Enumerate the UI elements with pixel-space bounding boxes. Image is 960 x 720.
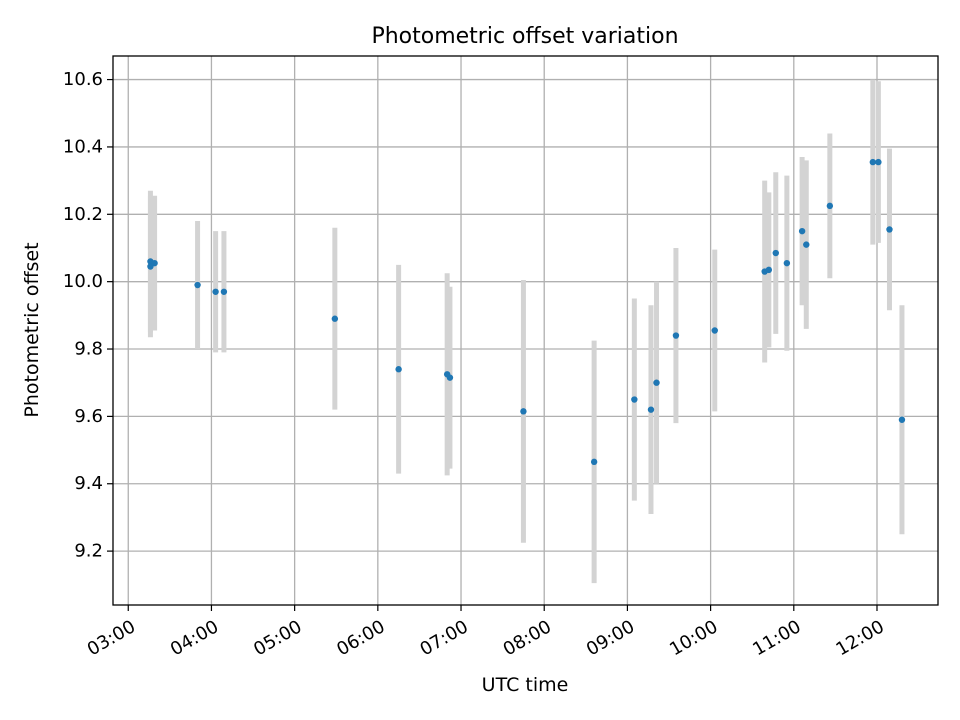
data-point: [520, 408, 527, 415]
data-point: [653, 379, 660, 386]
chart-title: Photometric offset variation: [371, 24, 678, 49]
data-point: [886, 226, 893, 233]
y-tick-label: 9.2: [74, 541, 103, 562]
data-point: [446, 374, 454, 381]
data-point: [798, 227, 806, 235]
y-axis-ticks: 9.2 9.4 9.6 9.8 10.0 10.2 10.4 10.6: [63, 69, 113, 562]
data-point: [647, 406, 655, 413]
data-point: [331, 315, 339, 322]
data-point: [194, 281, 201, 289]
data-point: [672, 332, 680, 339]
data-point: [783, 259, 791, 267]
data-point: [151, 259, 158, 267]
data-point: [212, 288, 219, 295]
data-point: [395, 366, 402, 373]
data-point: [590, 458, 598, 466]
y-tick-label: 10.0: [63, 271, 103, 292]
y-tick-label: 10.4: [63, 136, 103, 157]
data-point: [631, 396, 638, 403]
data-point: [220, 288, 228, 295]
data-point: [772, 249, 779, 257]
y-axis-label: Photometric offset: [21, 242, 43, 417]
data-point: [765, 266, 773, 274]
data-point: [898, 416, 906, 423]
y-tick-label: 10.6: [63, 69, 103, 90]
data-point: [826, 202, 834, 210]
data-point: [869, 158, 877, 166]
data-point: [803, 241, 810, 248]
y-tick-label: 9.4: [74, 473, 103, 494]
data-point: [875, 158, 882, 166]
y-tick-label: 10.2: [63, 204, 103, 225]
data-points: [147, 158, 906, 466]
y-tick-label: 9.8: [74, 339, 103, 360]
plot-frame: [112, 55, 939, 606]
y-tick-label: 9.6: [74, 406, 103, 427]
x-axis-label: UTC time: [482, 674, 569, 696]
data-point: [711, 327, 718, 334]
